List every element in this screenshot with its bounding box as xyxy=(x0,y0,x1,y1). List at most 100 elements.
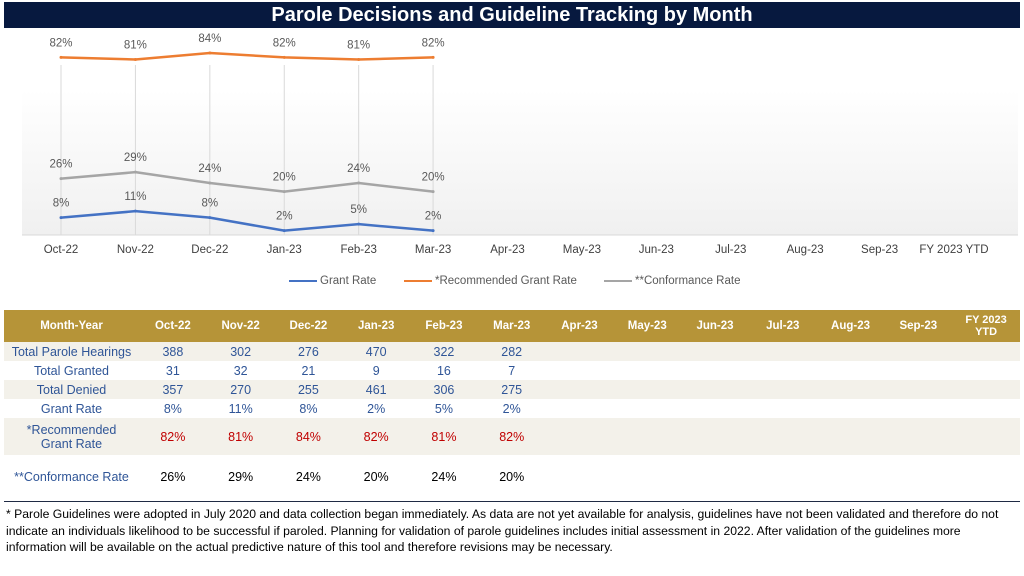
table-cell xyxy=(884,342,953,361)
data-point xyxy=(431,190,435,194)
table-cell xyxy=(884,361,953,380)
x-tick-label: Dec-22 xyxy=(191,244,228,256)
table-cell: 11% xyxy=(206,399,275,418)
table-cell: 20% xyxy=(477,455,546,498)
column-header: Nov-22 xyxy=(206,310,275,342)
data-label: 8% xyxy=(202,198,219,210)
table-row: Total Denied 357 270 255 461 306 275 xyxy=(4,380,1020,399)
data-point xyxy=(357,58,361,61)
data-point xyxy=(431,55,435,59)
x-tick-label: Aug-23 xyxy=(787,244,824,256)
series-line-2 xyxy=(60,170,434,193)
table-cell xyxy=(681,342,749,361)
table-cell: 357 xyxy=(139,380,207,399)
data-point xyxy=(431,229,435,233)
x-tick-label: FY 2023 YTD xyxy=(919,244,988,256)
table-cell xyxy=(952,399,1020,418)
table-cell: 306 xyxy=(410,380,478,399)
table-cell: 276 xyxy=(274,342,343,361)
legend-swatch xyxy=(289,280,317,282)
table-cell xyxy=(816,399,885,418)
x-tick-label: Jul-23 xyxy=(715,244,746,256)
data-label: 2% xyxy=(425,211,442,223)
table-cell xyxy=(545,399,614,418)
table-cell: 8% xyxy=(274,399,343,418)
x-tick-label: Mar-23 xyxy=(415,244,451,256)
table-cell: 7 xyxy=(477,361,546,380)
data-label: 82% xyxy=(49,37,72,49)
legend-label: **Conformance Rate xyxy=(635,275,741,287)
chart-title: Parole Decisions and Guideline Tracking … xyxy=(4,2,1020,28)
table-cell: 26% xyxy=(139,455,207,498)
column-header: Dec-22 xyxy=(274,310,343,342)
table-cell xyxy=(613,342,682,361)
table-cell xyxy=(545,380,614,399)
column-header: Apr-23 xyxy=(545,310,614,342)
table-cell xyxy=(613,380,682,399)
legend-label: *Recommended Grant Rate xyxy=(435,275,577,287)
data-label: 11% xyxy=(124,191,146,203)
table-cell xyxy=(952,418,1020,455)
table-cell: 29% xyxy=(206,455,275,498)
data-label: 82% xyxy=(422,37,445,49)
data-label: 29% xyxy=(124,152,147,164)
table-cell xyxy=(748,399,817,418)
table-cell xyxy=(613,361,682,380)
data-point xyxy=(208,216,212,220)
table-cell xyxy=(816,418,885,455)
data-label: 24% xyxy=(347,163,370,175)
table-cell: 24% xyxy=(274,455,343,498)
table-cell: 2% xyxy=(477,399,546,418)
column-header: Sep-23 xyxy=(884,310,953,342)
data-point xyxy=(133,58,137,61)
data-label: 82% xyxy=(273,37,296,49)
x-tick-label: Jun-23 xyxy=(639,244,674,256)
column-header: Aug-23 xyxy=(816,310,885,342)
table-cell: 82% xyxy=(342,418,411,455)
table-cell: 302 xyxy=(206,342,275,361)
table-cell: 388 xyxy=(139,342,207,361)
line-chart: Oct-22 Nov-22 Dec-22 Jan-23 Feb-23 Mar-23 Apr-… xyxy=(22,33,1018,256)
table-cell xyxy=(884,418,953,455)
table-row: **Conformance Rate 26% 29% 24% 20% 24% 20% xyxy=(4,455,1020,498)
row-label: **Conformance Rate xyxy=(4,455,139,498)
data-label: 26% xyxy=(49,159,72,171)
table-cell xyxy=(884,380,953,399)
table-cell: 32 xyxy=(206,361,275,380)
data-point xyxy=(208,181,212,185)
table-cell: 21 xyxy=(274,361,343,380)
table-row: *Recommended Grant Rate 82% 81% 84% 82% 81% 82… xyxy=(4,418,1020,455)
table-cell xyxy=(613,418,682,455)
table-cell: 5% xyxy=(410,399,478,418)
table-cell: 31 xyxy=(139,361,207,380)
table-cell xyxy=(952,455,1020,498)
data-point xyxy=(282,190,286,194)
table-cell: 82% xyxy=(139,418,207,455)
table-cell xyxy=(952,380,1020,399)
data-table: Month-Year Oct-22 Nov-22 Dec-22 Jan-23 Feb-2… xyxy=(4,310,1020,498)
column-header: FY 2023 YTD xyxy=(952,310,1020,342)
x-tick-label: Feb-23 xyxy=(340,244,376,256)
data-label: 5% xyxy=(350,204,367,216)
table-cell xyxy=(748,418,817,455)
table-cell xyxy=(884,455,953,498)
legend-item: *Recommended Grant Rate xyxy=(404,275,577,287)
row-label: Grant Rate xyxy=(4,399,139,418)
table-cell xyxy=(545,342,614,361)
table-cell: 282 xyxy=(477,342,546,361)
data-label: 20% xyxy=(422,172,445,184)
table-row: Total Parole Hearings 388 302 276 470 322 282 xyxy=(4,342,1020,361)
table-cell: 81% xyxy=(206,418,275,455)
header-month-year: Month-Year xyxy=(4,310,139,342)
table-cell xyxy=(816,455,885,498)
x-tick-label: Sep-23 xyxy=(861,244,898,256)
table-cell xyxy=(816,380,885,399)
table-cell xyxy=(613,399,682,418)
table-cell: 20% xyxy=(342,455,411,498)
table-row: Grant Rate 8% 11% 8% 2% 5% 2% xyxy=(4,399,1020,418)
table-cell xyxy=(952,342,1020,361)
row-label: Total Parole Hearings xyxy=(4,342,139,361)
table-cell: 82% xyxy=(477,418,546,455)
table-cell xyxy=(884,399,953,418)
table-cell xyxy=(952,361,1020,380)
